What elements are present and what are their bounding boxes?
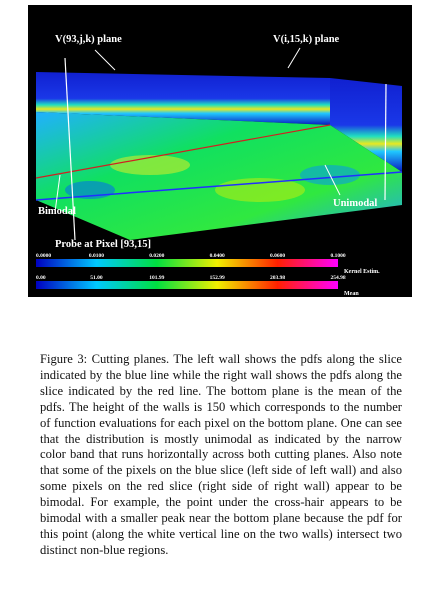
crosshair-line <box>384 83 387 201</box>
right-wall <box>330 78 402 172</box>
floor-patch <box>215 178 305 202</box>
colorbar-tick-label: 51.00 <box>90 275 103 281</box>
colorbar-tick-label: 0.0200 <box>149 253 164 259</box>
arrow <box>54 174 61 213</box>
colorbar-tick-label: 0.0000 <box>36 253 51 259</box>
colorbar-tick-label: 101.99 <box>149 275 164 281</box>
figure-image: V(93,j,k) plane V(i,15,k) plane Bimodal … <box>28 5 412 297</box>
probe-label: Probe at Pixel [93,15] <box>55 239 151 250</box>
arrow <box>287 47 301 69</box>
plane-label: V(93,j,k) plane <box>55 34 122 45</box>
arrow <box>324 164 341 196</box>
colorbar <box>36 259 338 267</box>
floor-plane <box>36 112 402 240</box>
caption: Figure 3: Cutting planes. The left wall … <box>40 352 402 557</box>
colorbar-label: Kernel Estim. <box>344 269 380 275</box>
crosshair-line <box>64 57 76 241</box>
colorbar-tick-label: 0.00 <box>36 275 46 281</box>
colorbar-label: Mean <box>344 291 359 297</box>
left-wall <box>36 72 330 125</box>
colorbar-tick-label: 0.0400 <box>210 253 225 259</box>
annotation: Bimodal <box>38 206 76 217</box>
colorbar-tick-label: 0.0600 <box>270 253 285 259</box>
blue-line <box>35 171 403 201</box>
colorbar-tick-label: 203.98 <box>270 275 285 281</box>
floor-patch <box>110 155 190 175</box>
arrow <box>94 49 116 71</box>
colorbar-tick-label: 254.98 <box>330 275 345 281</box>
plane-label: V(i,15,k) plane <box>273 34 340 45</box>
colorbar-tick-label: 152.99 <box>210 275 225 281</box>
red-line <box>35 124 331 179</box>
annotation: Unimodal <box>333 198 377 209</box>
colorbar-tick-label: 0.0100 <box>89 253 104 259</box>
colorbar <box>36 281 338 289</box>
colorbar-tick-label: 0.1000 <box>330 253 345 259</box>
